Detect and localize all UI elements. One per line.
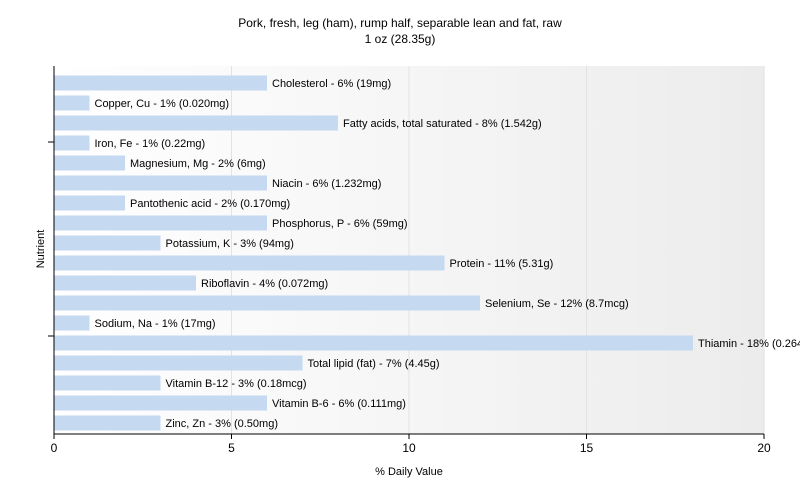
bar [54, 195, 125, 211]
bar-data-label: Riboflavin - 4% (0.072mg) [201, 278, 328, 290]
bar-data-label: Pantothenic acid - 2% (0.170mg) [130, 198, 290, 210]
bar [54, 255, 445, 271]
bar-data-label: Sodium, Na - 1% (17mg) [95, 318, 216, 330]
bar [54, 415, 161, 431]
bar [54, 75, 267, 91]
bar-data-label: Magnesium, Mg - 2% (6mg) [130, 158, 266, 170]
bar-data-label: Fatty acids, total saturated - 8% (1.542… [343, 118, 542, 130]
bar-data-label: Vitamin B-6 - 6% (0.111mg) [272, 398, 406, 410]
bar [54, 95, 90, 111]
bar [54, 135, 90, 151]
axes: 0 5 10 15 20 [48, 66, 771, 455]
x-tick-label: 5 [228, 441, 235, 455]
bar-data-label: Vitamin B-12 - 3% (0.18mcg) [166, 378, 307, 390]
x-axis-label: % Daily Value [375, 466, 443, 478]
bar [54, 155, 125, 171]
bars: Cholesterol - 6% (19mg) Copper, Cu - 1% (… [54, 75, 800, 431]
x-tick-label: 0 [51, 441, 58, 455]
bar [54, 315, 90, 331]
x-tick-label: 15 [580, 441, 594, 455]
bar-data-label: Protein - 11% (5.31g) [450, 258, 554, 270]
x-tick-label: 20 [757, 441, 771, 455]
bar-data-label: Thiamin - 18% (0.264mg) [698, 338, 800, 350]
bar [54, 115, 338, 131]
x-tick-label: 10 [402, 441, 416, 455]
bar [54, 355, 303, 371]
bar [54, 295, 480, 311]
chart-title: Pork, fresh, leg (ham), rump half, separ… [238, 16, 562, 30]
bar-data-label: Potassium, K - 3% (94mg) [166, 238, 294, 250]
bar-data-label: Niacin - 6% (1.232mg) [272, 178, 381, 190]
chart-subtitle: 1 oz (28.35g) [364, 32, 436, 46]
bar [54, 215, 267, 231]
bar-data-label: Phosphorus, P - 6% (59mg) [272, 218, 408, 230]
bar [54, 175, 267, 191]
bar-data-label: Iron, Fe - 1% (0.22mg) [95, 138, 206, 150]
bar [54, 375, 161, 391]
bar [54, 335, 693, 351]
bar-data-label: Copper, Cu - 1% (0.020mg) [95, 98, 230, 110]
bar-data-label: Selenium, Se - 12% (8.7mcg) [485, 298, 629, 310]
bar-data-label: Total lipid (fat) - 7% (4.45g) [308, 358, 440, 370]
bar [54, 275, 196, 291]
bar-data-label: Zinc, Zn - 3% (0.50mg) [166, 418, 278, 430]
bar [54, 235, 161, 251]
bar [54, 395, 267, 411]
bar-data-label: Cholesterol - 6% (19mg) [272, 78, 391, 90]
y-axis-label: Nutrient [35, 229, 47, 269]
